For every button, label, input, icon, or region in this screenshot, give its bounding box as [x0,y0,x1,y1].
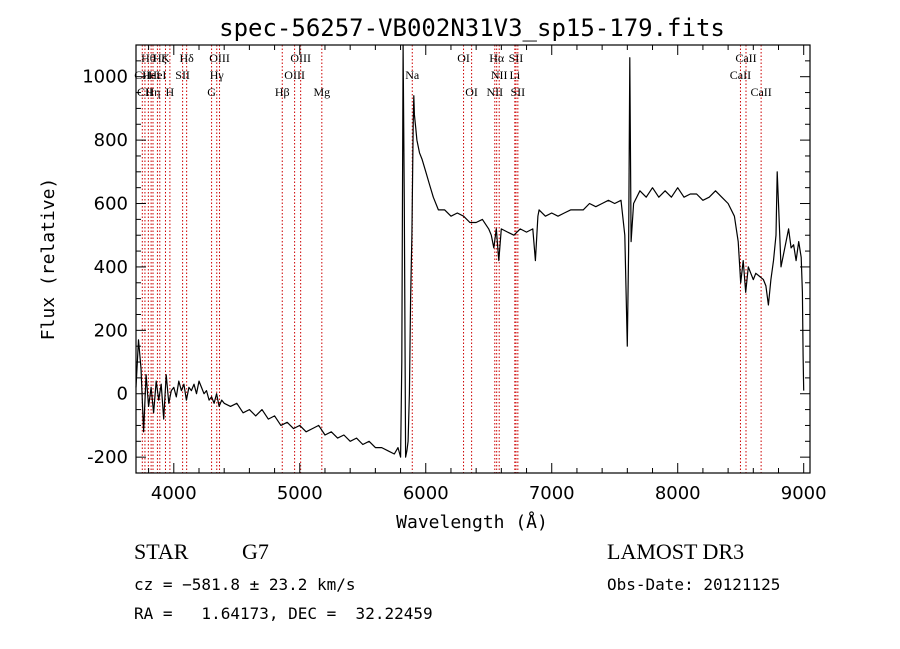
spectral-line-label: Hα [489,51,505,65]
spectral-line-label: OIII [290,51,311,65]
y-tick-label: 0 [117,384,128,405]
spectral-line-label: Hδ [179,51,194,65]
survey-name: LAMOST DR3 [607,539,745,564]
spectral-line-label: Hγ [210,68,225,82]
x-tick-label: 7000 [529,483,575,504]
spectral-line-label: Hθ [141,51,156,65]
spectral-line-label: SII [509,51,524,65]
line-markers [141,45,762,473]
object-class: STAR [134,539,189,564]
spectral-line-label: NII [486,85,503,99]
y-tick-label: 600 [94,194,128,215]
y-tick-label: 200 [94,320,128,341]
spectral-line-label: G [207,85,216,99]
spectral-line-label: CII [134,68,150,82]
x-tick-label: 5000 [277,483,323,504]
y-axis: -200 0 200 400 600 800 1000 [82,44,810,468]
chart-title: spec-56257-VB002N31V3_sp15-179.fits [219,14,725,42]
observation-date: Obs-Date: 20121125 [607,575,781,594]
spectral-line-label: CaII [735,51,756,65]
spectral-line-label: OI [465,85,478,99]
redshift-velocity: cz = −581.8 ± 23.2 km/s [134,575,356,594]
x-tick-label: 8000 [655,483,701,504]
spectral-line-label: K [161,51,170,65]
spectral-line-label: CaII [730,68,751,82]
plot-frame [135,44,811,474]
spectral-line-label: HeI [142,68,160,82]
spectral-line-label: Hβ [275,85,290,99]
y-tick-label: 1000 [82,67,128,88]
spectral-line-label: Mg [313,85,330,99]
object-subclass: G7 [242,539,269,564]
x-tick-label: 6000 [403,483,449,504]
spectral-line-label: CII [137,85,153,99]
x-axis: 4000 5000 6000 7000 8000 9000 [148,45,827,504]
y-tick-label: -200 [87,447,128,468]
coordinates: RA = 1.64173, DEC = 32.22459 [134,604,433,623]
spectrum-series [135,44,805,458]
spectrum-line [135,44,805,458]
y-tick-label: 800 [94,130,128,151]
x-tick-label: 4000 [151,483,197,504]
spectral-line-label: SII [175,68,190,82]
spectral-line-label: OIII [209,51,230,65]
x-tick-label: 9000 [781,483,827,504]
spectral-line-label: OIII [284,68,305,82]
spectral-line-label: CaII [750,85,771,99]
x-axis-label: Wavelength (Å) [396,511,548,533]
spectral-line-label: OI [457,51,470,65]
spectral-line-label: H [166,85,175,99]
spectral-line-label: NII [491,68,508,82]
spectral-line-label: SII [511,85,526,99]
spectral-line-label: Li [509,68,520,82]
spectral-line-label: Na [405,68,420,82]
y-tick-label: 400 [94,257,128,278]
spectral-line-label: Hη [146,85,161,99]
y-axis-label: Flux (relative) [38,178,59,341]
spectral-line-label: HeI [148,68,166,82]
spectral-line-label: Hζ [153,51,167,65]
